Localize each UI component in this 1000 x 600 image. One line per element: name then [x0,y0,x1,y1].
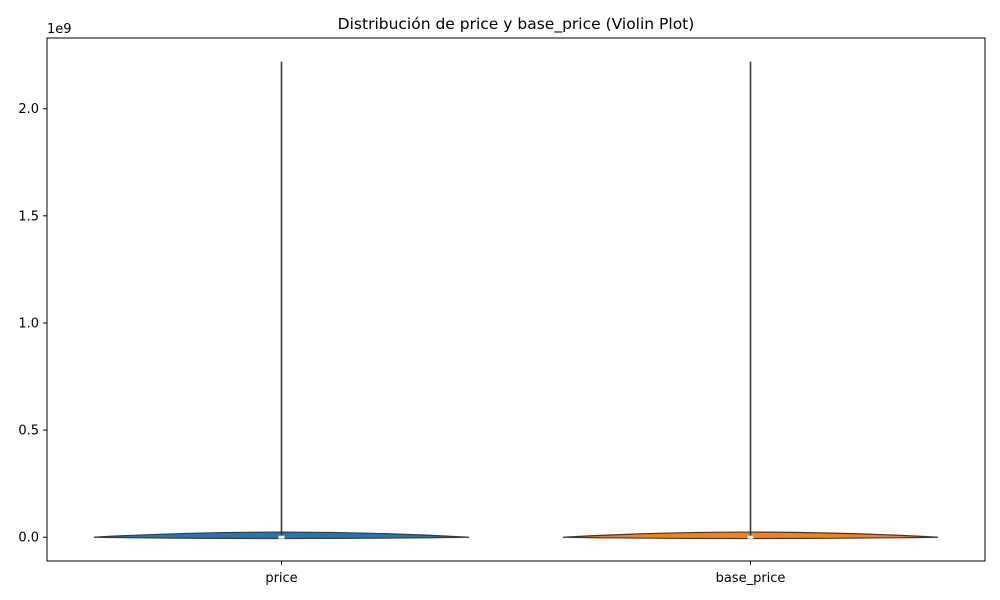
chart-title: Distribución de price y base_price (Viol… [338,15,695,34]
plot-frame [46,37,986,562]
y-axis: 0.0 0.5 1.0 1.5 2.0 [18,102,47,546]
violins-group [93,61,939,540]
x-tick-label-price: price [265,571,297,586]
y-tick-label: 1.0 [18,316,39,331]
y-tick-label: 0.5 [18,424,39,439]
y-axis-offset-label: 1e9 [47,22,72,37]
x-axis: price base_price [265,561,785,586]
y-tick-label: 2.0 [18,102,39,117]
violin-median-price [278,535,285,539]
violin-median-base_price [747,535,754,539]
y-tick-label: 0.0 [18,531,39,546]
y-tick-label: 1.5 [18,209,39,224]
x-tick-label-base_price: base_price [716,571,786,586]
